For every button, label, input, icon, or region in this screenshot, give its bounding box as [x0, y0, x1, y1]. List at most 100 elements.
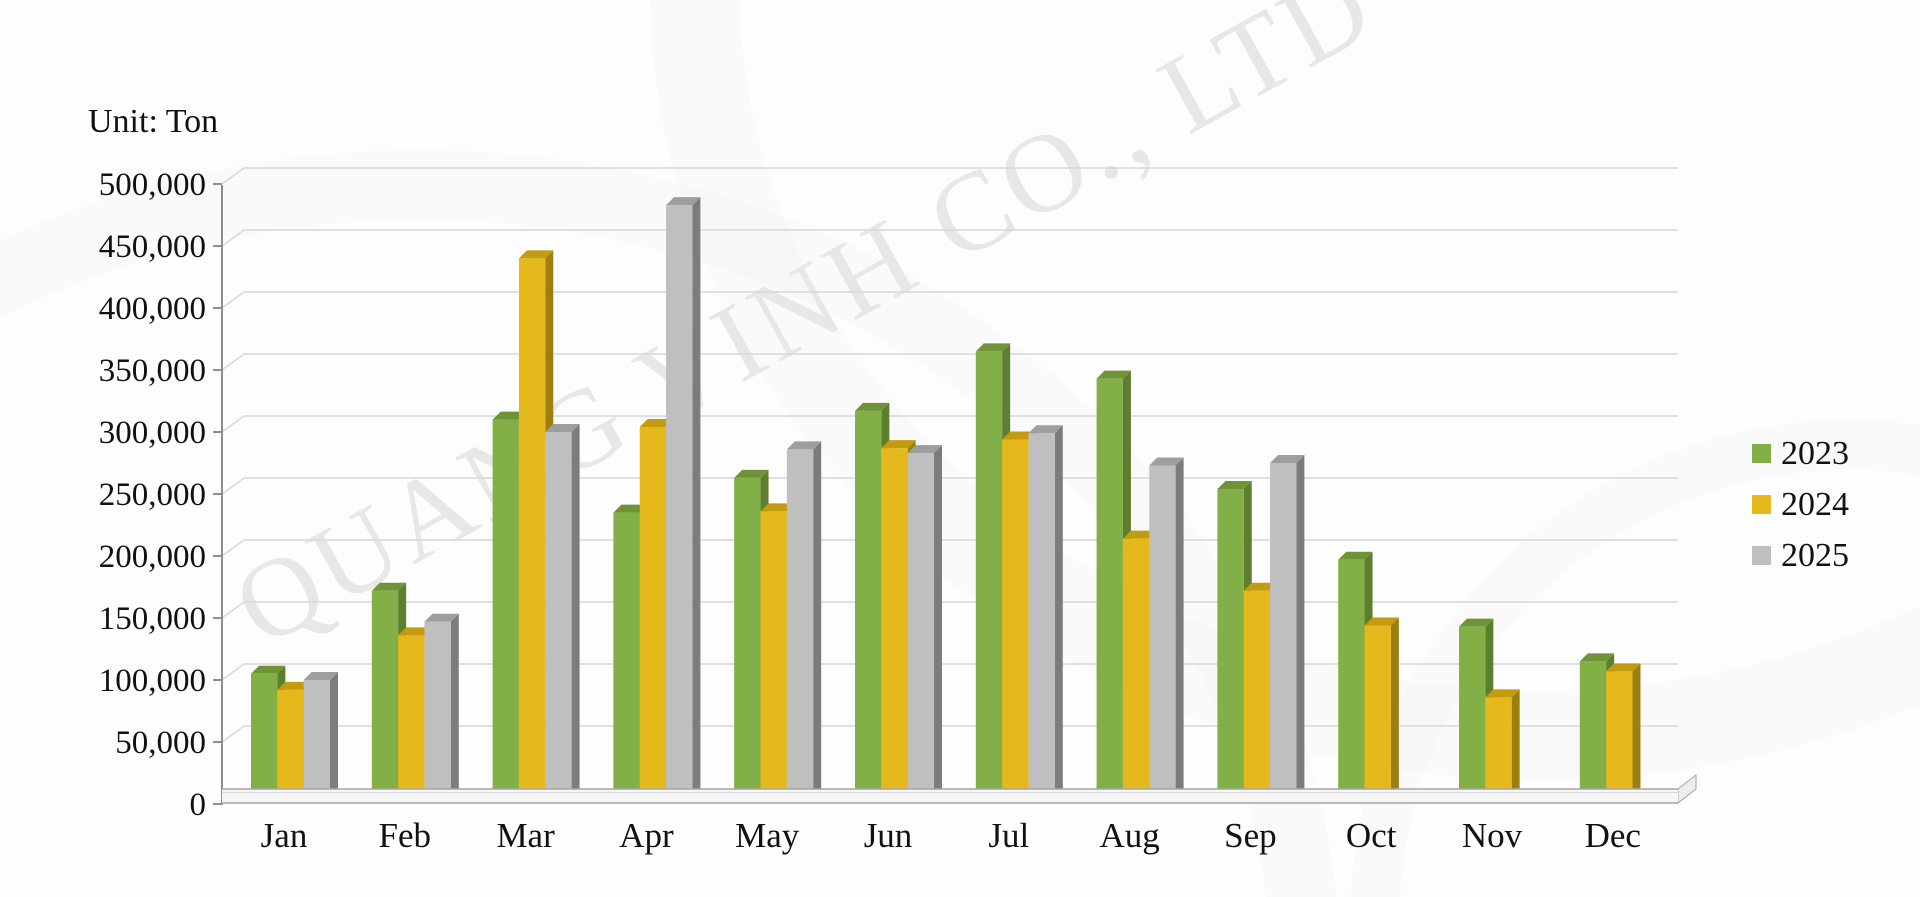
bar-side-face [813, 441, 822, 802]
legend-label-2025: 2025 [1781, 536, 1849, 574]
bar-group-Aug [1096, 370, 1184, 802]
bar-front-face [760, 511, 787, 802]
bar-top-face [1485, 689, 1520, 698]
x-tick-label-Sep: Sep [1224, 816, 1277, 855]
bar-top-face [303, 672, 338, 680]
bar-Apr-2025 [666, 197, 701, 802]
bar-top-face [277, 681, 312, 690]
bar-top-face [855, 402, 890, 411]
bar-Jun-2025 [907, 445, 942, 802]
gridlines [221, 167, 1678, 743]
bar-side-face [329, 672, 338, 802]
bar-top-face [1270, 455, 1305, 463]
bar-front-face [975, 351, 1003, 802]
bar-front-face [1002, 439, 1029, 802]
y-tick-label: 200,000 [99, 539, 206, 575]
bar-Nov-2024 [1485, 689, 1520, 802]
x-tick-label-Oct: Oct [1346, 816, 1397, 855]
y-tick-label: 450,000 [99, 229, 206, 265]
bar-group-Oct [1338, 551, 1399, 802]
bar-front-face [492, 419, 519, 802]
bar-top-face [371, 582, 407, 591]
bar-group-May [734, 441, 822, 802]
bar-side-face [933, 445, 942, 802]
bar-group-Mar [492, 250, 580, 802]
x-tick-label-Aug: Aug [1099, 816, 1159, 855]
y-tick-label: 150,000 [99, 601, 206, 637]
bar-group-Sep [1217, 455, 1305, 802]
x-axis-labels: Jan Feb Mar Apr May Jun Jul Aug Sep Oct Nov Dec [261, 816, 1641, 855]
bar-May-2025 [786, 441, 822, 802]
legend-label-2024: 2024 [1781, 485, 1849, 523]
bar-top-face [1338, 551, 1373, 560]
bar-side-face [1296, 455, 1305, 802]
bar-front-face [1338, 559, 1365, 802]
bar-front-face [251, 673, 278, 802]
y-axis-labels: 0 50,000 100,000 150,000 200,000 250,000 300,0… [99, 167, 206, 823]
bar-Aug-2025 [1149, 457, 1184, 802]
bar-top-face [666, 197, 701, 206]
bar-Feb-2025 [424, 613, 459, 802]
bar-side-face [1054, 425, 1063, 802]
bar-Jan-2025 [303, 672, 338, 802]
x-tick-label-Jun: Jun [864, 816, 913, 855]
bar-top-face [492, 411, 527, 420]
bar-front-face [1364, 625, 1391, 802]
bar-front-face [639, 427, 667, 802]
y-tick-label: 500,000 [99, 167, 206, 203]
x-tick-label-Dec: Dec [1585, 816, 1641, 855]
bar-side-face [571, 424, 580, 802]
bar-front-face [303, 680, 330, 802]
bar-top-face [1122, 530, 1158, 539]
bar-front-face [666, 205, 693, 802]
bar-front-face [786, 449, 814, 802]
bar-top-face [760, 503, 795, 512]
x-tick-label-Jul: Jul [988, 816, 1029, 855]
bar-front-face [371, 590, 399, 802]
bar-front-face [881, 448, 908, 802]
bar-group-Dec [1579, 653, 1641, 802]
x-tick-label-May: May [735, 816, 800, 855]
bar-top-face [1002, 431, 1037, 440]
bar-top-face [251, 665, 286, 674]
bar-top-face [1364, 617, 1399, 626]
bar-side-face [1390, 617, 1399, 802]
bar-side-face [1511, 689, 1520, 802]
bar-side-face [450, 613, 459, 802]
bar-front-face [1459, 626, 1486, 802]
bars [251, 197, 1641, 802]
legend-swatch-2024 [1752, 495, 1771, 514]
x-tick-label-Mar: Mar [496, 816, 555, 855]
bar-group-Apr [613, 197, 701, 802]
bar-front-face [907, 453, 934, 802]
bar-top-face [545, 424, 580, 432]
bar-top-face [734, 469, 769, 478]
legend-swatch-2023 [1752, 444, 1771, 463]
bar-side-face [692, 197, 701, 802]
bar-top-face [1243, 582, 1279, 591]
y-tick-label: 300,000 [99, 415, 206, 451]
bar-top-face [613, 504, 648, 513]
y-axis-ticks [213, 183, 222, 805]
bar-front-face [1028, 433, 1055, 802]
bar-group-Jul [975, 343, 1063, 802]
x-tick-label-Jan: Jan [261, 816, 308, 855]
bar-top-face [1149, 457, 1184, 466]
bar-top-face [518, 250, 554, 259]
bar-top-face [786, 441, 822, 450]
bar-top-face [398, 627, 433, 636]
bar-front-face [613, 512, 640, 802]
y-tick-label: 250,000 [99, 477, 206, 513]
legend-item-2024: 2024 [1752, 479, 1849, 530]
bar-front-face [855, 410, 882, 802]
bar-top-face [1606, 663, 1641, 672]
y-tick-label: 100,000 [99, 663, 206, 699]
bar-side-face [1632, 663, 1641, 802]
bar-top-face [1217, 481, 1252, 490]
bar-front-face [1149, 465, 1176, 802]
bar-top-face [975, 343, 1011, 352]
x-tick-label-Nov: Nov [1462, 816, 1523, 855]
bar-top-face [1459, 618, 1494, 627]
